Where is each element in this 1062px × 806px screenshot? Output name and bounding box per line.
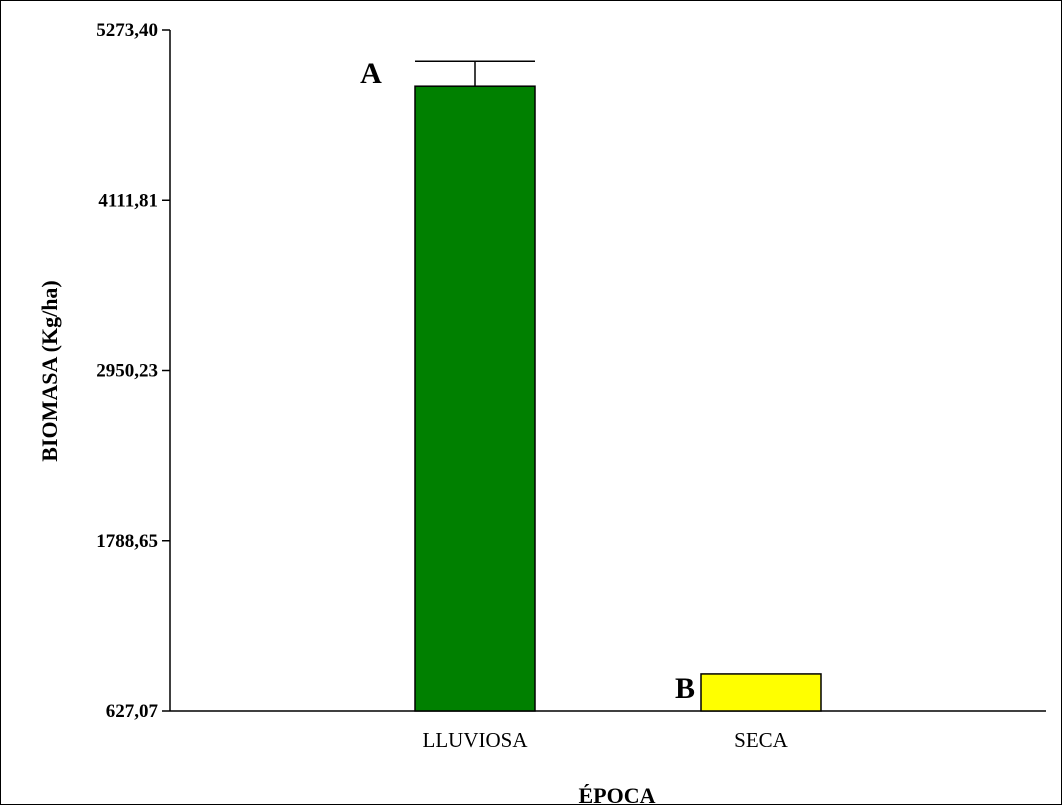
- category-label: SECA: [734, 728, 789, 752]
- significance-labels: AB: [360, 57, 695, 705]
- significance-label: B: [675, 672, 695, 705]
- category-labels: LLUVIOSA SECA: [423, 728, 789, 752]
- y-tick-label: 2950,23: [96, 361, 158, 382]
- y-ticks: 627,07 1788,65 2950,23 4111,81 5273,40: [96, 20, 170, 722]
- x-axis-title: ÉPOCA: [579, 783, 656, 806]
- bar-seca: [700, 673, 822, 712]
- bar-lluviosa: [414, 85, 536, 712]
- significance-label: A: [360, 57, 382, 90]
- y-tick-label: 627,07: [106, 701, 159, 722]
- y-axis-title: BIOMASA (Kg/ha): [37, 280, 62, 462]
- y-tick-label: 4111,81: [98, 190, 158, 211]
- bars: [414, 60, 822, 712]
- y-tick-label: 5273,40: [96, 20, 158, 41]
- category-label: LLUVIOSA: [423, 728, 529, 752]
- y-tick-label: 1788,65: [96, 531, 158, 552]
